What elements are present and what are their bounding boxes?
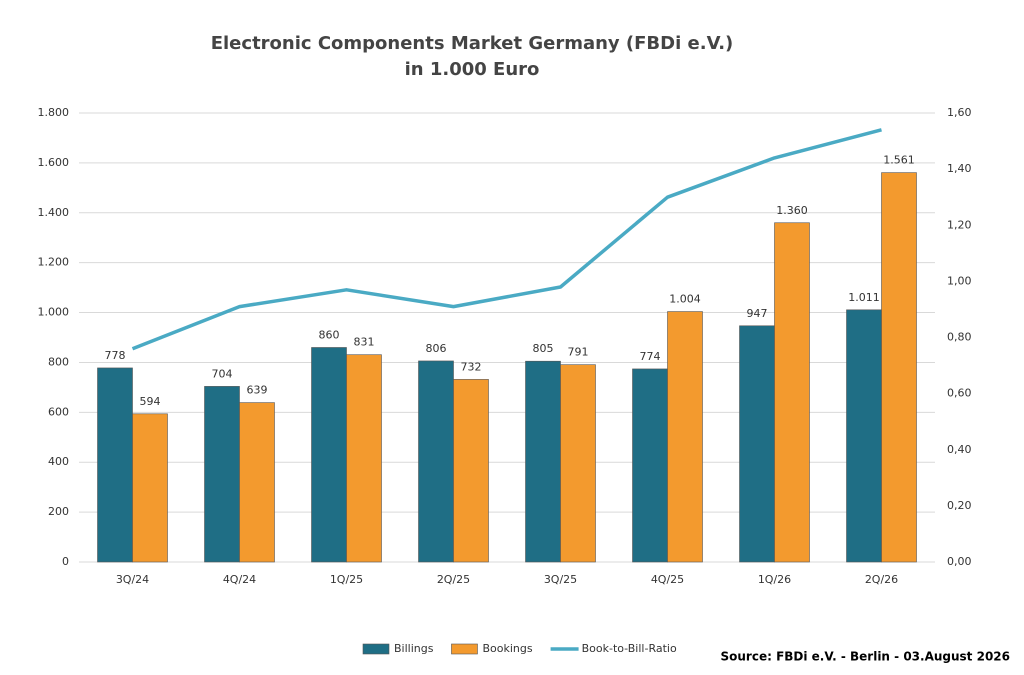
ratio-line: [131, 128, 882, 351]
value-label: 860: [319, 328, 340, 341]
bar: [560, 364, 596, 563]
y-tick-label: 600: [48, 405, 69, 418]
y2-tick-label: 1,60: [947, 106, 972, 119]
y-tick-label: 1.400: [38, 206, 70, 219]
bar: [525, 360, 561, 563]
legend-swatch: [451, 643, 478, 655]
y-tick-label: 200: [48, 505, 69, 518]
x-tick-label: 1Q/25: [330, 573, 363, 586]
y2-tick-label: 0,80: [947, 331, 972, 344]
y2-tick-label: 0,60: [947, 387, 972, 400]
y-tick-label: 1.000: [38, 306, 70, 319]
bar: [667, 311, 703, 563]
y2-tick-label: 0,40: [947, 443, 972, 456]
value-label: 1.004: [669, 293, 701, 306]
bar: [632, 368, 668, 563]
bar: [453, 379, 489, 563]
legend-label: Billings: [394, 642, 434, 655]
value-label: 594: [140, 395, 161, 408]
x-tick-label: 2Q/25: [437, 573, 470, 586]
bar: [97, 367, 133, 563]
value-label: 774: [640, 350, 661, 363]
value-label: 1.011: [848, 291, 880, 304]
value-label: 732: [461, 360, 482, 373]
x-tick-label: 1Q/26: [758, 573, 791, 586]
chart-subtitle: in 1.000 Euro: [405, 59, 540, 80]
value-label: 947: [747, 307, 768, 320]
y-tick-label: 1.800: [38, 106, 70, 119]
y2-tick-label: 1,40: [947, 162, 972, 175]
y2-tick-label: 1,00: [947, 274, 972, 287]
y-tick-label: 400: [48, 455, 69, 468]
value-label: 831: [354, 336, 375, 349]
bar: [204, 386, 240, 563]
y-tick-label: 800: [48, 355, 69, 368]
bar: [739, 325, 775, 563]
value-label: 778: [105, 349, 126, 362]
bar: [881, 172, 917, 563]
legend-swatch: [362, 643, 390, 655]
value-label: 1.561: [883, 154, 915, 167]
value-label: 806: [426, 342, 447, 355]
bar: [239, 402, 275, 563]
x-tick-label: 4Q/24: [223, 573, 256, 586]
y2-tick-label: 0,00: [947, 555, 972, 568]
bar: [774, 222, 810, 563]
x-tick-label: 3Q/25: [544, 573, 577, 586]
value-label: 639: [247, 384, 268, 397]
bar: [418, 360, 454, 563]
y-tick-label: 0: [62, 555, 69, 568]
value-label: 805: [533, 342, 554, 355]
bar: [311, 347, 347, 563]
value-label: 791: [568, 346, 589, 359]
value-label: 704: [212, 367, 233, 380]
y2-tick-label: 1,20: [947, 218, 972, 231]
x-tick-label: 2Q/26: [865, 573, 898, 586]
bar: [846, 309, 882, 563]
legend-label: Book-to-Bill-Ratio: [582, 642, 677, 655]
x-tick-label: 3Q/24: [116, 573, 149, 586]
chart-title: Electronic Components Market Germany (FB…: [211, 33, 734, 54]
legend-label: Bookings: [482, 642, 532, 655]
y2-tick-label: 0,20: [947, 499, 972, 512]
bar: [132, 413, 168, 563]
bar: [346, 354, 382, 563]
x-tick-label: 4Q/25: [651, 573, 684, 586]
source-note: Source: FBDi e.V. - Berlin - 03.August 2…: [721, 650, 1011, 664]
y-tick-label: 1.200: [38, 256, 70, 269]
value-label: 1.360: [776, 204, 808, 217]
y-tick-label: 1.600: [38, 156, 70, 169]
